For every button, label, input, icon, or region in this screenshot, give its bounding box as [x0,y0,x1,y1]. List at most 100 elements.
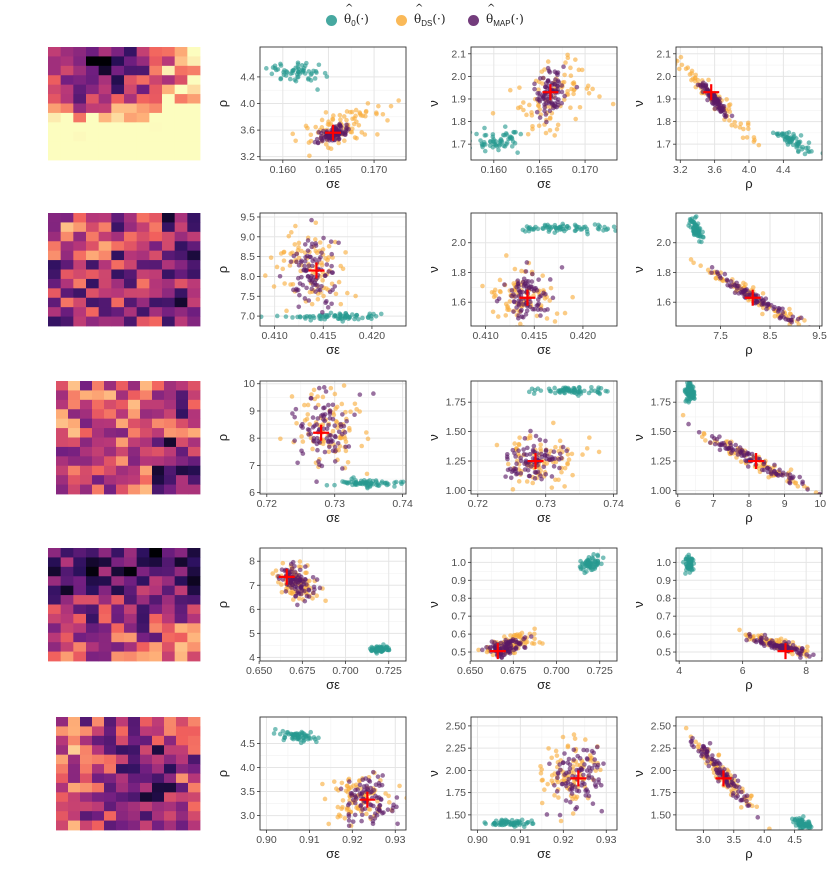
point-map [291,253,297,259]
heatmap-cell [149,231,163,242]
heatmap-cell [116,754,129,765]
point-theta0 [785,135,791,141]
y-tick-label: 7 [249,460,255,472]
point-map [529,284,534,290]
point-map [753,639,759,645]
point-map [377,808,383,814]
point-ds [555,496,560,501]
heatmap-cell [149,131,163,142]
heatmap-cell [116,726,129,737]
point-ds [679,62,685,68]
point-ds [793,480,799,486]
point-theta0 [302,314,308,320]
heatmap-cell [128,390,141,401]
point-ds [585,83,591,89]
heatmap-cell [140,801,153,812]
series-theta0 [790,814,814,830]
point-theta0 [693,214,699,219]
point-map [759,640,765,645]
point-ds [495,314,501,319]
heatmap-cell [111,47,125,57]
point-ds [552,793,557,798]
point-ds [570,472,575,478]
panel-background [471,213,617,326]
point-map [509,288,515,293]
x-tick-label: 0.92 [342,834,363,846]
point-map [594,765,600,770]
point-map [545,453,550,459]
point-theta0 [552,222,558,228]
point-map [686,421,691,427]
point-map [519,314,525,320]
point-theta0 [282,68,287,73]
heatmap-cell [140,465,153,476]
heatmap-cell [149,213,163,223]
truth-marker [308,262,325,279]
heatmap-cell [124,288,138,299]
heatmap-cell [86,566,100,577]
point-map [551,449,557,454]
y-tick-label: 2.1 [451,48,466,60]
point-ds [529,113,535,118]
point-ds [357,409,362,414]
heatmap-cell [68,484,81,495]
point-ds [590,86,595,92]
heatmap-cell [164,801,177,812]
point-map [311,282,316,288]
heatmap-cell [124,595,138,605]
point-ds [331,779,337,784]
point-map [523,269,529,274]
point-theta0 [517,819,522,824]
point-map [303,254,308,260]
point-ds [530,123,535,129]
y-tick-label: 1.7 [656,139,671,151]
point-map [568,799,573,805]
point-map [313,243,319,248]
heatmap-cell [48,75,62,86]
point-ds [772,313,778,319]
point-ds [374,110,379,116]
point-ds [549,773,555,778]
point-theta0 [353,481,359,487]
heatmap-cell [176,381,189,391]
point-map [797,474,803,480]
point-ds [313,220,319,226]
panel-background [260,381,406,494]
point-map [560,444,566,450]
heatmap-cell [176,390,189,401]
heatmap-cell [68,811,81,821]
heatmap-cell [149,122,163,133]
point-map [571,747,577,753]
point-ds [278,251,284,256]
point-map [329,251,335,257]
point-map [294,259,299,265]
point-ds [563,60,568,65]
point-ds [568,65,573,71]
point-ds [568,73,574,79]
heatmap-cell [98,623,112,634]
x-tick-label: 0.675 [289,665,315,677]
point-map [732,283,738,288]
heatmap-cell [116,381,129,391]
point-ds [505,461,511,467]
point-map [376,780,382,786]
heatmap-cell [124,94,138,104]
heatmap-cell [60,566,74,577]
heatmap-cell [162,122,176,133]
point-map [346,823,352,829]
point-theta0 [795,149,801,155]
y-tick-label: 2.1 [656,48,671,60]
y-tick-label: 0.6 [451,629,466,641]
point-ds [738,805,744,810]
point-ds [291,597,296,602]
heatmap-cell [86,231,100,242]
point-theta0 [535,226,541,232]
point-map [290,411,295,416]
heatmap-cell [136,604,150,615]
point-map [578,766,584,771]
point-ds [480,283,485,289]
heatmap-cell [92,428,105,438]
heatmap-cell [187,642,201,652]
point-map [542,104,547,110]
heatmap-cell [111,103,125,114]
